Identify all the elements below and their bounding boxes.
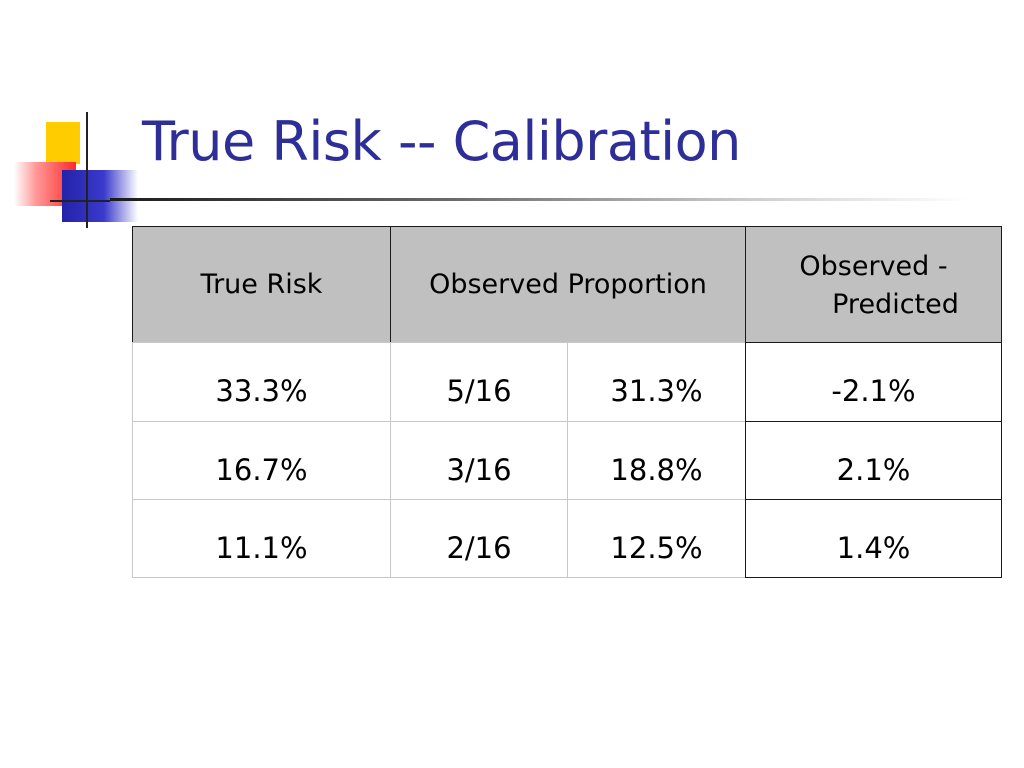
table-cell-difference: -2.1% — [745, 342, 1002, 422]
header-observed-minus-predicted: Observed - Predicted — [745, 226, 1002, 343]
blue-square-decoration — [62, 170, 138, 222]
title-underline-rule — [110, 198, 970, 201]
calibration-table: True Risk Observed Proportion Observed -… — [132, 226, 1002, 578]
header-observed-minus-predicted-line1: Observed - — [799, 250, 948, 282]
vertical-line-decoration — [86, 112, 88, 228]
header-true-risk: True Risk — [132, 226, 391, 343]
table-cell-fraction: 2/16 — [390, 499, 568, 578]
header-observed-minus-predicted-line2: Predicted — [832, 288, 959, 320]
yellow-square-decoration — [46, 122, 80, 164]
table-cell-true-risk: 16.7% — [132, 421, 391, 500]
decorative-logo — [0, 100, 150, 240]
table-cell-true-risk: 33.3% — [132, 342, 391, 422]
table-cell-percent: 18.8% — [567, 421, 746, 500]
table-cell-true-risk: 11.1% — [132, 499, 391, 578]
table-cell-difference: 2.1% — [745, 421, 1002, 500]
table-cell-percent: 12.5% — [567, 499, 746, 578]
slide-title: True Risk -- Calibration — [142, 110, 741, 173]
horizontal-line-decoration — [50, 200, 110, 202]
header-observed-proportion: Observed Proportion — [390, 226, 746, 343]
table-cell-percent: 31.3% — [567, 342, 746, 422]
table-cell-fraction: 5/16 — [390, 342, 568, 422]
table-cell-difference: 1.4% — [745, 499, 1002, 578]
table-cell-fraction: 3/16 — [390, 421, 568, 500]
